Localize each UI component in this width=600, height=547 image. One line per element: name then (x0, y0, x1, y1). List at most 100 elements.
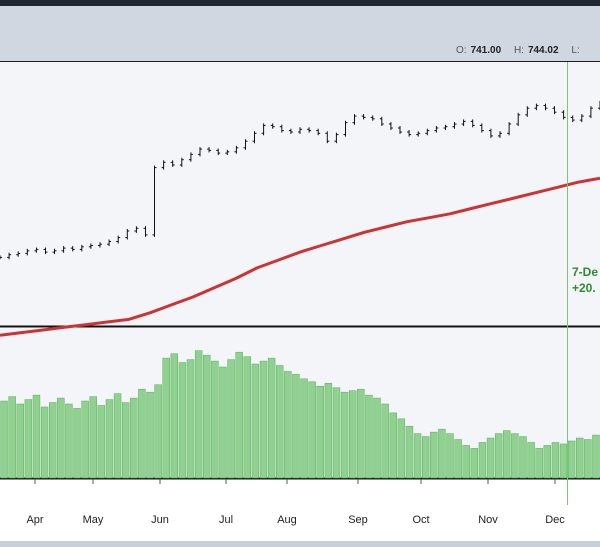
price-bar (543, 103, 548, 111)
price-series (0, 100, 600, 260)
annotation-date: 7-De (572, 265, 598, 279)
volume-bar (276, 365, 284, 479)
volume-bar (211, 360, 219, 479)
x-tick-label: Jul (219, 514, 233, 526)
price-bar (434, 126, 439, 133)
volume-bar (592, 434, 600, 479)
volume-bar (89, 396, 97, 479)
volume-bar (97, 405, 106, 479)
price-bar (116, 235, 121, 244)
price-bar (425, 128, 430, 136)
volume-bar (8, 396, 16, 479)
volume-bar (413, 433, 422, 479)
price-bar (279, 124, 284, 133)
volume-bar (219, 366, 227, 479)
high-label: H: (513, 45, 524, 56)
price-bar (343, 120, 348, 137)
volume-bar (146, 391, 154, 479)
low-label: L: (571, 45, 580, 56)
volume-bar (162, 357, 170, 479)
price-bar (188, 152, 193, 162)
volume-bar (113, 393, 122, 479)
volume-bar (251, 363, 260, 479)
volume-bar (292, 374, 300, 479)
price-bar (43, 247, 48, 255)
volume-bar (430, 431, 438, 479)
price-bar (179, 157, 184, 167)
volume-bar (584, 439, 592, 479)
price-bar (516, 112, 521, 126)
volume-bar (511, 433, 519, 479)
volume-bar (381, 403, 389, 479)
volume-bar (121, 402, 130, 479)
volume-bar (446, 433, 454, 479)
volume-bar (24, 399, 33, 479)
top-bar (0, 0, 600, 6)
chart-header (0, 6, 600, 63)
volume-bar (567, 440, 576, 479)
volume-bar (65, 403, 73, 479)
x-tick-label: Jun (151, 514, 169, 526)
price-bar (579, 114, 584, 123)
price-bar (552, 106, 557, 115)
price-bar (79, 244, 84, 252)
x-tick-label: May (83, 514, 104, 526)
time-axis (0, 480, 600, 547)
price-bar (325, 131, 330, 144)
price-bar (152, 165, 157, 237)
price-panel (0, 62, 600, 326)
price-bar (198, 147, 202, 157)
x-tick-label: Dec (545, 514, 565, 526)
price-bar (361, 114, 366, 120)
volume-bar (186, 359, 195, 479)
price-bar (270, 123, 275, 129)
open-value: 741.00 (470, 45, 502, 56)
volume-bar (397, 418, 406, 479)
volume-bar (267, 357, 276, 479)
price-bar (52, 248, 57, 255)
volume-bar (470, 448, 479, 479)
volume-bar (478, 442, 487, 479)
price-bar (7, 252, 12, 260)
volume-bar (235, 351, 243, 479)
price-bar (488, 128, 493, 138)
price-bar (125, 229, 130, 240)
x-tick-label: Apr (26, 514, 43, 526)
volume-bar (503, 430, 511, 479)
price-bar (298, 127, 302, 134)
price-bar (143, 226, 148, 237)
volume-bar (0, 400, 8, 479)
x-tick-label: Oct (412, 514, 429, 526)
x-tick-label: Nov (478, 514, 498, 526)
bottom-scrollbar[interactable] (0, 541, 600, 547)
volume-bar (373, 397, 381, 479)
volume-bar (543, 445, 552, 479)
ohlc-readout: O: 741.00 H: 744.02 L: (456, 45, 584, 56)
volume-bar (494, 433, 503, 479)
price-bar (561, 110, 566, 120)
volume-bar (284, 371, 292, 479)
price-bar (243, 139, 248, 150)
volume-bar (332, 387, 341, 479)
volume-bar (105, 399, 114, 479)
price-bar (234, 145, 239, 154)
high-value: 744.02 (527, 45, 559, 56)
price-bar (534, 103, 539, 111)
moving-average-series (0, 176, 600, 337)
volume-bar (227, 359, 235, 479)
volume-bar (300, 378, 308, 479)
price-bar (416, 131, 421, 137)
volume-bar (73, 408, 81, 479)
volume-bars (0, 350, 600, 479)
volume-bar (405, 425, 414, 479)
price-bar (25, 248, 30, 256)
price-bar (261, 123, 266, 136)
price-bar (252, 131, 257, 144)
volume-bar (16, 403, 24, 479)
price-bar (398, 126, 402, 134)
volume-bar (324, 383, 333, 479)
price-bar (307, 127, 312, 133)
volume-bar (551, 442, 560, 479)
price-bar (207, 147, 212, 153)
